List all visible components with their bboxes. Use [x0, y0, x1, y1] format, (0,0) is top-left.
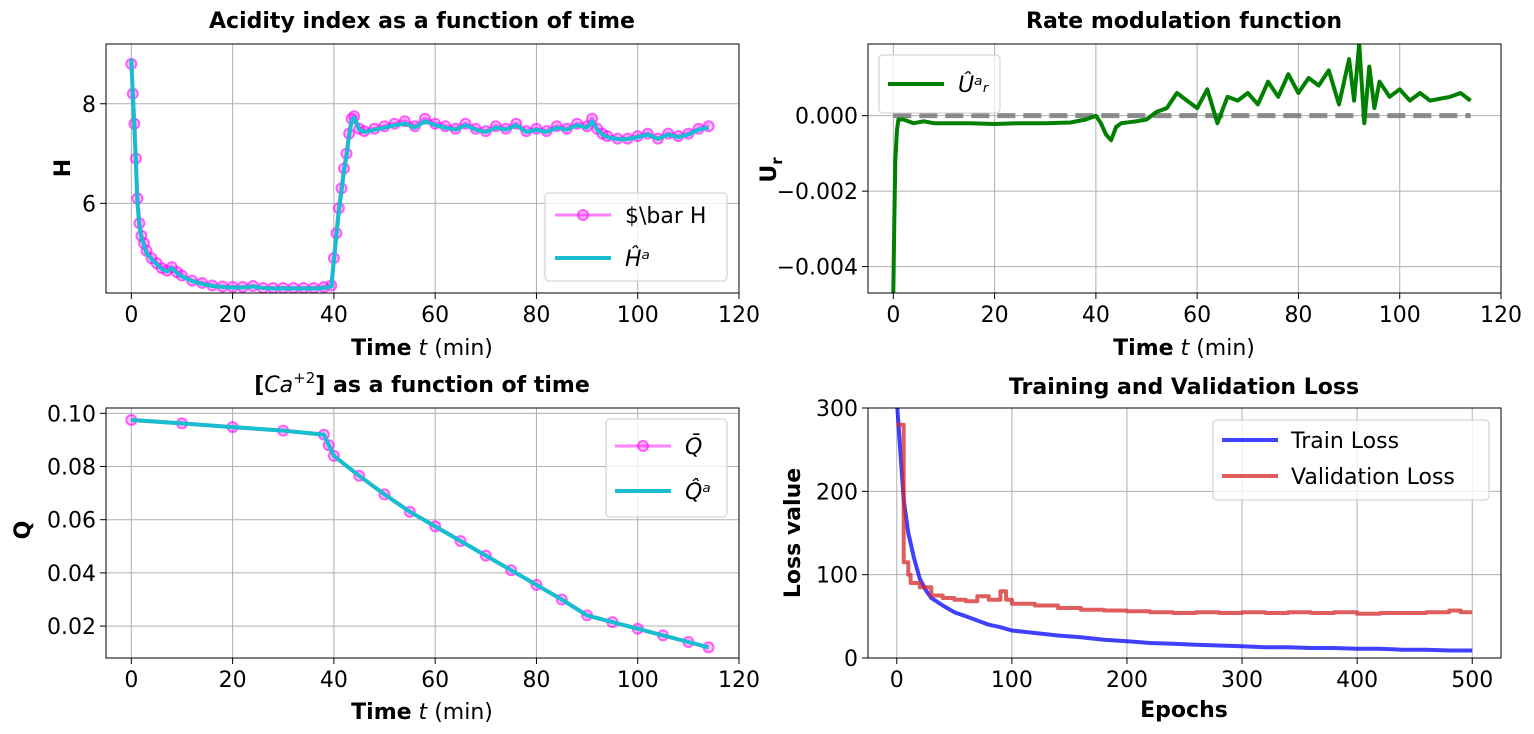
series-line-1 — [129, 58, 709, 291]
x-tick-label: 120 — [718, 668, 760, 693]
y-axis-label: Loss value — [781, 468, 806, 598]
plot-frame — [105, 407, 740, 659]
y-tick-label: 8 — [82, 93, 96, 118]
chart-title: [Ca+2] as a function of time — [254, 369, 590, 398]
series-line-1 — [896, 422, 1473, 616]
x-tick-label: 120 — [718, 303, 760, 328]
x-tick-label: 80 — [1284, 303, 1312, 328]
plot-frame — [105, 43, 740, 294]
chart-title: Rate modulation function — [1026, 9, 1342, 34]
x-tick-label: 0 — [886, 303, 900, 328]
legend-label-q-hat: Q̂ᵃ — [685, 479, 711, 505]
x-tick-label: 60 — [1183, 303, 1211, 328]
y-axis-label: H — [51, 159, 76, 177]
y-tick-label: −0.004 — [777, 256, 858, 281]
x-tick-label: 80 — [522, 668, 550, 693]
x-tick-label: 40 — [320, 668, 348, 693]
x-tick-label: 400 — [1336, 668, 1378, 693]
x-tick-label: 500 — [1451, 668, 1493, 693]
y-axis-label: Q — [11, 521, 36, 540]
chart-loss: Training and Validation Loss 0 100 200 300 4… — [781, 375, 1502, 723]
x-axis-label: Time t (min) — [351, 336, 493, 361]
chart-calcium: [Ca+2] as a function of time 0 20 40 60 80 10… — [11, 369, 760, 725]
chart-acidity-index: Acidity index as a function of time 0 20 4… — [51, 9, 760, 361]
legend: Ûᵃᵣ — [878, 54, 1001, 114]
y-tick-label: 6 — [82, 192, 96, 217]
y-tick-label: 300 — [816, 397, 858, 422]
x-tick-label: 20 — [219, 668, 247, 693]
x-axis-label: Time t (min) — [351, 700, 493, 725]
legend: Q̄ Q̂ᵃ — [605, 418, 728, 518]
y-tick-label: 100 — [816, 564, 858, 589]
x-tick-label: 0 — [124, 668, 138, 693]
legend-frame — [1212, 419, 1490, 501]
x-tick-label: 0 — [890, 668, 904, 693]
legend-marker-q-bar — [637, 440, 649, 452]
x-tick-label: 100 — [617, 303, 659, 328]
x-tick-label: 20 — [219, 303, 247, 328]
x-tick-label: 20 — [981, 303, 1009, 328]
legend-label-h-hat: Ĥᵃ — [625, 246, 650, 272]
legend-label-train: Train Loss — [1290, 429, 1399, 454]
legend: Train Loss Validation Loss — [1212, 419, 1490, 501]
legend-label-validation: Validation Loss — [1291, 465, 1455, 490]
chart-rate-modulation: Rate modulation function 0 20 40 60 80 100 120… — [757, 9, 1522, 361]
legend-label-q-bar: Q̄ — [685, 434, 702, 460]
y-tick-label: −0.002 — [777, 180, 858, 205]
plot-frame — [867, 43, 1502, 294]
series-line-1 — [131, 418, 710, 650]
y-tick-label: 200 — [816, 480, 858, 505]
x-tick-label: 0 — [124, 303, 138, 328]
y-tick-label: 0 — [844, 647, 858, 672]
y-tick-label: 0.04 — [47, 562, 96, 587]
legend-label-u-hat: Ûᵃᵣ — [958, 72, 990, 98]
x-tick-label: 100 — [1379, 303, 1421, 328]
series-line-0 — [891, 44, 1472, 293]
y-tick-label: 0.10 — [47, 402, 96, 427]
x-tick-label: 100 — [617, 668, 659, 693]
x-tick-label: 40 — [1082, 303, 1110, 328]
y-tick-label: 0.06 — [47, 509, 96, 534]
x-tick-label: 100 — [991, 668, 1033, 693]
x-tick-label: 120 — [1480, 303, 1522, 328]
legend-label-h-bar: $\bar H — [625, 204, 706, 229]
x-axis-label: Time t (min) — [1113, 336, 1255, 361]
legend: $\bar H Ĥᵃ — [544, 192, 728, 282]
x-tick-label: 300 — [1221, 668, 1263, 693]
y-tick-label: 0.02 — [47, 615, 96, 640]
x-tick-label: 40 — [320, 303, 348, 328]
chart-title: Acidity index as a function of time — [209, 9, 635, 34]
x-tick-label: 60 — [421, 303, 449, 328]
chart-title: Training and Validation Loss — [1009, 375, 1359, 400]
plot-frame — [867, 407, 1502, 659]
legend-marker-h-bar — [577, 209, 589, 221]
x-tick-label: 200 — [1106, 668, 1148, 693]
y-axis-label: Ur — [757, 157, 786, 183]
y-tick-label: 0.000 — [795, 105, 858, 130]
x-tick-label: 80 — [522, 303, 550, 328]
y-tick-label: 0.08 — [47, 456, 96, 481]
x-tick-label: 60 — [421, 668, 449, 693]
x-axis-label: Epochs — [1140, 698, 1228, 723]
